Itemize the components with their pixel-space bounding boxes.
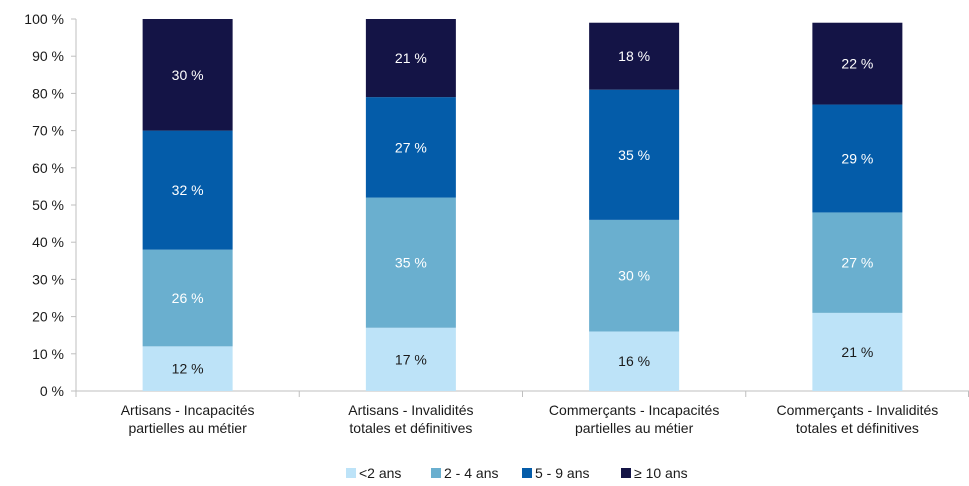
y-tick-label: 0 % (40, 383, 64, 399)
data-label: 30 % (172, 67, 204, 83)
bar-segment (365, 97, 456, 198)
bar-segment (589, 331, 680, 391)
data-label: 35 % (395, 255, 427, 271)
data-label: 32 % (172, 182, 204, 198)
bar-segment (589, 89, 680, 220)
data-label: 16 % (618, 353, 650, 369)
bar-segment (142, 249, 233, 347)
data-label: 12 % (172, 361, 204, 377)
x-category-label: totales et définitives (349, 420, 472, 436)
bar-segment (365, 197, 456, 328)
x-category-label: Commerçants - Incapacités (549, 402, 719, 418)
data-label: 35 % (618, 147, 650, 163)
legend-swatch (346, 468, 356, 478)
y-tick-label: 60 % (32, 160, 64, 176)
data-label: 29 % (841, 151, 873, 167)
x-category-label: Artisans - Incapacités (121, 402, 255, 418)
data-label: 27 % (395, 139, 427, 155)
y-tick-label: 20 % (32, 309, 64, 325)
x-category-label: Commerçants - Invalidités (776, 402, 938, 418)
data-label: 17 % (395, 351, 427, 367)
legend-swatch (431, 468, 441, 478)
x-category-label: partielles au métier (575, 420, 694, 436)
y-tick-label: 50 % (32, 197, 64, 213)
bar-segment (812, 212, 903, 313)
legend-label: ≥ 10 ans (634, 465, 688, 481)
bar-segment (812, 312, 903, 391)
x-category-label: partielles au métier (128, 420, 247, 436)
legend-swatch (522, 468, 532, 478)
bar-segment (589, 219, 680, 332)
bar-segment (365, 19, 456, 98)
y-tick-label: 80 % (32, 85, 64, 101)
data-label: 21 % (395, 50, 427, 66)
x-category-label: totales et définitives (796, 420, 919, 436)
data-label: 30 % (618, 268, 650, 284)
legend-label: 5 - 9 ans (535, 465, 589, 481)
bar-segment (142, 346, 233, 391)
x-category-label: Artisans - Invalidités (348, 402, 473, 418)
bar-segment (812, 104, 903, 213)
y-tick-label: 70 % (32, 123, 64, 139)
legend-label: 2 - 4 ans (444, 465, 498, 481)
data-label: 22 % (841, 56, 873, 72)
y-tick-label: 30 % (32, 271, 64, 287)
y-tick-label: 10 % (32, 346, 64, 362)
bar-segment (589, 22, 680, 90)
bar-segment (365, 327, 456, 391)
data-label: 27 % (841, 255, 873, 271)
data-label: 26 % (172, 290, 204, 306)
bar-segment (142, 130, 233, 250)
data-label: 21 % (841, 344, 873, 360)
data-label: 18 % (618, 48, 650, 64)
legend-label: <2 ans (359, 465, 401, 481)
bar-segment (812, 22, 903, 105)
bar-segment (142, 19, 233, 131)
y-tick-label: 90 % (32, 48, 64, 64)
legend-swatch (621, 468, 631, 478)
y-tick-label: 100 % (24, 11, 64, 27)
y-tick-label: 40 % (32, 234, 64, 250)
